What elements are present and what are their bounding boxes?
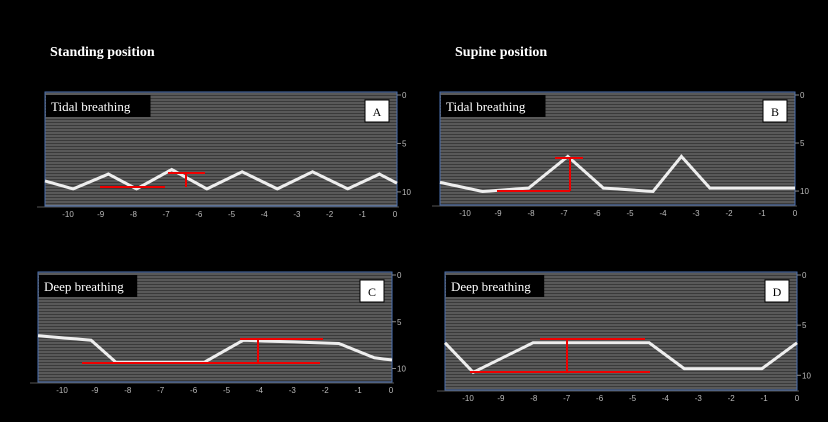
x-tick-label: -9	[91, 386, 99, 395]
x-tick-label: -9	[97, 210, 105, 219]
label-box	[441, 95, 546, 117]
column-header: Standing position	[50, 45, 155, 60]
x-tick-label: -10	[462, 394, 474, 403]
x-tick-label: -10	[56, 386, 68, 395]
y-tick-label: 5	[800, 139, 805, 148]
y-tick-label: 0	[402, 91, 407, 100]
x-tick-label: -7	[163, 210, 171, 219]
x-tick-label: -1	[761, 394, 769, 403]
y-tick-label: 0	[800, 91, 805, 100]
x-tick-label: -3	[695, 394, 703, 403]
x-tick-label: -3	[293, 210, 301, 219]
x-tick-label: -4	[261, 210, 269, 219]
x-tick-label: -10	[459, 209, 471, 218]
x-tick-label: -1	[758, 209, 766, 218]
y-tick-label: 5	[397, 318, 402, 327]
x-tick-label: -1	[359, 210, 367, 219]
x-tick-label: -6	[190, 386, 198, 395]
x-tick-label: -6	[195, 210, 203, 219]
x-tick-label: -1	[355, 386, 363, 395]
x-tick-label: -3	[692, 209, 700, 218]
x-tick-label: 0	[793, 209, 798, 218]
label-box	[46, 95, 151, 117]
x-tick-label: -5	[629, 394, 637, 403]
x-tick-label: -10	[62, 210, 74, 219]
x-tick-label: 0	[393, 210, 398, 219]
letter-box	[364, 99, 390, 123]
x-tick-label: 0	[795, 394, 800, 403]
x-tick-label: -3	[289, 386, 297, 395]
diaphragm-line	[44, 167, 398, 191]
label-box	[446, 275, 545, 297]
x-tick-label: -8	[530, 394, 538, 403]
diaphragm-line	[37, 334, 393, 364]
x-tick-label: -2	[728, 394, 736, 403]
x-tick-label: -8	[527, 209, 535, 218]
panel-letter: D	[773, 285, 782, 299]
panel-label: Tidal breathing	[446, 99, 526, 114]
panel-label: Deep breathing	[44, 279, 124, 294]
y-tick-label: 10	[397, 365, 406, 374]
x-tick-label: -6	[593, 209, 601, 218]
y-tick-label: 10	[402, 188, 411, 197]
x-tick-label: -5	[223, 386, 231, 395]
x-tick-label: -9	[497, 394, 505, 403]
x-tick-label: -9	[494, 209, 502, 218]
x-tick-label: -6	[596, 394, 604, 403]
x-tick-label: -8	[130, 210, 138, 219]
x-tick-label: -4	[256, 386, 264, 395]
x-tick-label: -2	[326, 210, 334, 219]
x-tick-label: -4	[662, 394, 670, 403]
y-tick-label: 0	[397, 271, 402, 280]
letter-box	[762, 99, 788, 123]
panel-letter: C	[368, 285, 376, 299]
panel-letter: B	[771, 105, 779, 119]
panel-label: Tidal breathing	[51, 99, 131, 114]
y-tick-label: 10	[800, 187, 809, 196]
x-tick-label: -7	[560, 209, 568, 218]
x-tick-label: -4	[659, 209, 667, 218]
y-tick-label: 5	[402, 139, 407, 148]
letter-box	[764, 279, 790, 303]
x-tick-label: 0	[389, 386, 394, 395]
label-box	[39, 275, 138, 297]
x-tick-label: -5	[626, 209, 634, 218]
y-tick-label: 0	[802, 271, 807, 280]
x-tick-label: -2	[725, 209, 733, 218]
x-tick-label: -8	[124, 386, 132, 395]
y-tick-label: 10	[802, 371, 811, 380]
x-tick-label: -7	[563, 394, 571, 403]
x-tick-label: -5	[228, 210, 236, 219]
x-tick-label: -2	[322, 386, 330, 395]
x-tick-label: -7	[157, 386, 165, 395]
panel-letter: A	[373, 105, 382, 119]
letter-box	[359, 279, 385, 303]
column-header: Supine position	[455, 45, 547, 60]
y-tick-label: 5	[802, 321, 807, 330]
panel-label: Deep breathing	[451, 279, 531, 294]
